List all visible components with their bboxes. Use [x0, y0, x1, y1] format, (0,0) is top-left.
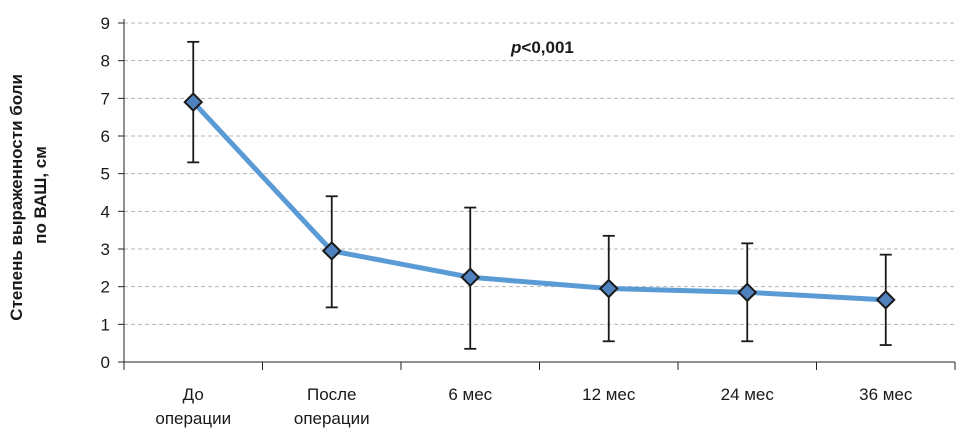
- x-tick-label-line: 24 мес: [721, 385, 775, 404]
- x-tick-label-line: После: [307, 385, 357, 404]
- x-tick-label: До операции: [155, 385, 231, 428]
- p-value-annotation: p<0,001: [510, 38, 574, 57]
- x-tick-label-line: 6 мес: [448, 385, 492, 404]
- y-tick-labels: 0 1 2 3 4 5 6 7 8 9: [101, 14, 110, 372]
- y-axis-title-line-1: Степень выраженности боли: [7, 74, 26, 321]
- y-tick-label: 3: [101, 240, 110, 259]
- y-tick-label: 6: [101, 127, 110, 146]
- y-axis-title-line-2: по ВАШ, см: [31, 146, 50, 244]
- series-line: [190, 99, 889, 303]
- data-point: [183, 92, 204, 113]
- p-value-symbol: p: [510, 38, 521, 57]
- x-tick-label: 12 мес: [582, 385, 636, 404]
- p-value-text: <0,001: [521, 38, 573, 57]
- x-tick-label: 6 мес: [448, 385, 492, 404]
- x-tick-label-line: До: [183, 385, 204, 404]
- x-tick-label: 24 мес: [721, 385, 775, 404]
- y-tick-label: 7: [101, 89, 110, 108]
- y-tick-label: 1: [101, 315, 110, 334]
- x-tick-label: 36 мес: [859, 385, 913, 404]
- data-point: [737, 282, 758, 303]
- y-tick-label: 5: [101, 165, 110, 184]
- data-point: [460, 267, 481, 288]
- grid-lines: [124, 22, 955, 325]
- y-axis-title: Степень выраженности боли по ВАШ, см: [7, 69, 50, 320]
- data-point: [875, 289, 896, 310]
- x-tick-label-line: 12 мес: [582, 385, 636, 404]
- x-tick-label-line: операции: [294, 409, 370, 428]
- y-tick-label: 0: [101, 353, 110, 372]
- axes: [118, 19, 956, 370]
- y-tick-label: 9: [101, 14, 110, 33]
- x-tick-label: После операции: [294, 385, 370, 428]
- y-tick-label: 2: [101, 278, 110, 297]
- series: [183, 40, 896, 350]
- data-point: [598, 278, 619, 299]
- y-tick-label: 4: [101, 202, 110, 221]
- data-point: [321, 240, 342, 261]
- y-tick-label: 8: [101, 52, 110, 71]
- x-tick-label-line: 36 мес: [859, 385, 913, 404]
- x-tick-label-line: операции: [155, 409, 231, 428]
- x-tick-labels: До операции После операции 6 мес 12 мес 24 мес…: [155, 385, 913, 428]
